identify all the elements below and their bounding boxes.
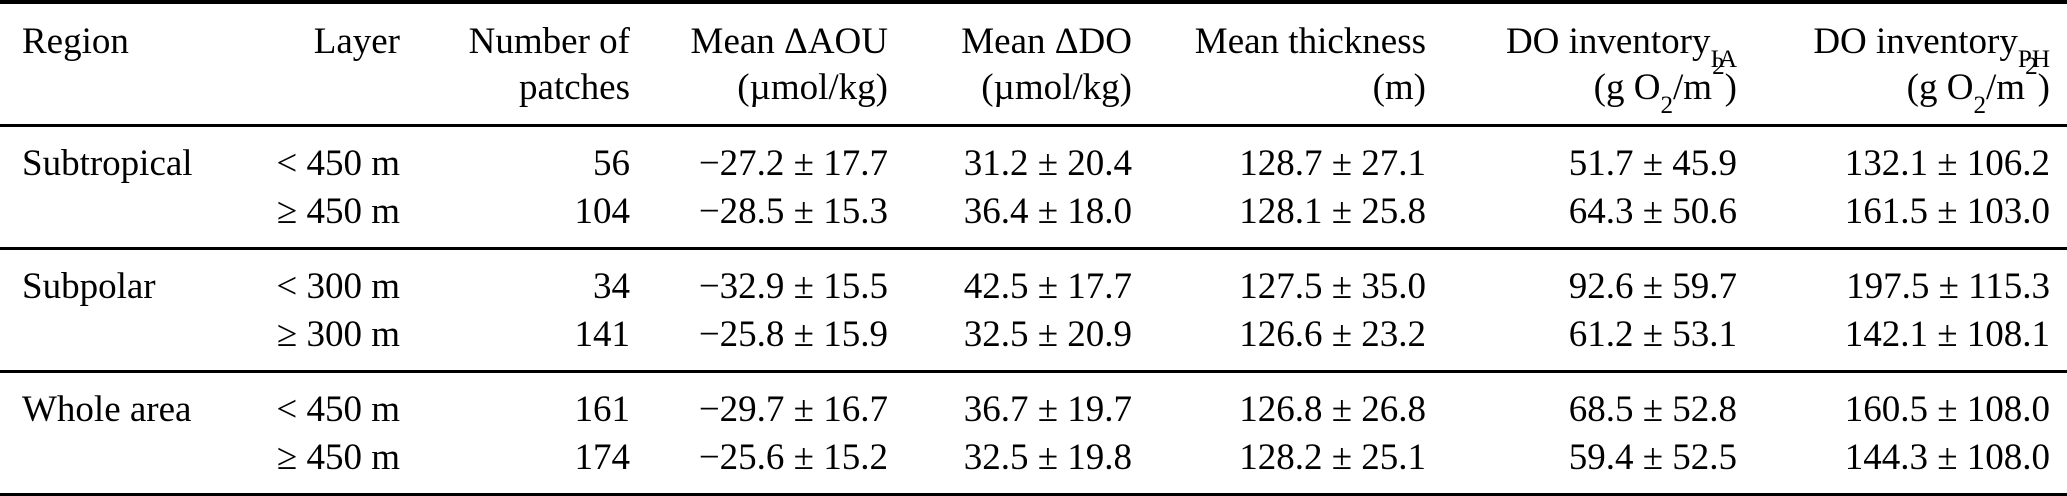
col-header-label: DO inventoryIA — [1505, 21, 1737, 73]
col-header-sublabel: patches — [519, 67, 630, 108]
cell-mean-aou: −25.6 ± 15.2 — [698, 437, 888, 478]
col-header-unit: (µmol/kg) — [737, 67, 888, 108]
cell-mean-aou: −29.7 ± 16.7 — [698, 389, 888, 430]
table-row: ≥ 450 m 104 −28.5 ± 15.3 36.4 ± 18.0 128… — [0, 188, 2067, 249]
cell-inventory-ia: 61.2 ± 53.1 — [1568, 314, 1737, 355]
cell-layer: ≥ 450 m — [276, 191, 400, 232]
cell-layer: ≥ 450 m — [276, 437, 400, 478]
subscript-ph: PH — [2017, 45, 2050, 73]
cell-patches: 56 — [593, 143, 630, 184]
cell-region: Whole area — [22, 389, 192, 430]
col-header-label: Mean thickness — [1194, 21, 1426, 62]
col-header-number-of-patches: Number of patches — [400, 2, 630, 126]
group-subtropical: Subtropical < 450 m 56 −27.2 ± 17.7 31.2… — [0, 126, 2067, 249]
cell-thickness: 126.6 ± 23.2 — [1239, 314, 1426, 355]
cell-region — [0, 434, 250, 495]
table-row: ≥ 450 m 174 −25.6 ± 15.2 32.5 ± 19.8 128… — [0, 434, 2067, 495]
cell-region: Subpolar — [22, 266, 156, 307]
cell-mean-aou: −27.2 ± 17.7 — [698, 143, 888, 184]
col-header-label: Number of — [468, 21, 630, 62]
table-row: Whole area < 450 m 161 −29.7 ± 16.7 36.7… — [0, 372, 2067, 435]
table-row: Subpolar < 300 m 34 −32.9 ± 15.5 42.5 ± … — [0, 249, 2067, 312]
cell-patches: 34 — [593, 266, 630, 307]
cell-mean-do: 31.2 ± 20.4 — [963, 143, 1132, 184]
cell-mean-do: 32.5 ± 20.9 — [963, 314, 1132, 355]
cell-inventory-ia: 92.6 ± 59.7 — [1568, 266, 1737, 307]
cell-mean-do: 36.7 ± 19.7 — [963, 389, 1132, 430]
cell-layer: < 450 m — [276, 389, 400, 430]
cell-thickness: 126.8 ± 26.8 — [1239, 389, 1426, 430]
col-header-do-inventory-ia: DO inventoryIA (g O2/m2) — [1426, 2, 1737, 126]
col-header-layer: Layer — [250, 2, 400, 126]
cell-patches: 104 — [574, 191, 631, 232]
col-header-do-inventory-ph: DO inventoryPH (g O2/m2) — [1737, 2, 2067, 126]
col-header-label: Mean ΔDO — [961, 21, 1132, 62]
subscript-ia: IA — [1710, 45, 1737, 73]
cell-inventory-ph: 144.3 ± 108.0 — [1844, 437, 2050, 478]
table-header: Region Layer Number of patches Mean ΔAOU… — [0, 2, 2067, 126]
cell-patches: 141 — [574, 314, 631, 355]
cell-mean-aou: −28.5 ± 15.3 — [698, 191, 888, 232]
cell-inventory-ph: 197.5 ± 115.3 — [1846, 266, 2050, 307]
cell-thickness: 128.2 ± 25.1 — [1239, 437, 1426, 478]
cell-inventory-ia: 64.3 ± 50.6 — [1568, 191, 1737, 232]
col-header-unit: (g O2/m2) — [1906, 53, 2050, 119]
group-subpolar: Subpolar < 300 m 34 −32.9 ± 15.5 42.5 ± … — [0, 249, 2067, 372]
cell-inventory-ia: 59.4 ± 52.5 — [1568, 437, 1737, 478]
cell-patches: 161 — [574, 389, 631, 430]
cell-thickness: 128.7 ± 27.1 — [1239, 143, 1426, 184]
cell-thickness: 127.5 ± 35.0 — [1239, 266, 1426, 307]
cell-mean-aou: −25.8 ± 15.9 — [698, 314, 888, 355]
cell-thickness: 128.1 ± 25.8 — [1239, 191, 1426, 232]
cell-patches: 174 — [574, 437, 631, 478]
cell-mean-do: 32.5 ± 19.8 — [963, 437, 1132, 478]
cell-region — [0, 188, 250, 249]
col-header-label: Layer — [313, 21, 400, 62]
cell-layer: < 300 m — [276, 266, 400, 307]
cell-inventory-ph: 142.1 ± 108.1 — [1844, 314, 2050, 355]
cell-region: Subtropical — [22, 143, 193, 184]
col-header-mean-delta-aou: Mean ΔAOU (µmol/kg) — [630, 2, 888, 126]
col-header-region: Region — [0, 2, 250, 126]
cell-inventory-ia: 51.7 ± 45.9 — [1568, 143, 1737, 184]
col-header-label: Region — [22, 21, 129, 62]
col-header-mean-thickness: Mean thickness (m) — [1132, 2, 1426, 126]
cell-layer: < 450 m — [276, 143, 400, 184]
cell-inventory-ph: 161.5 ± 103.0 — [1844, 191, 2050, 232]
cell-mean-do: 36.4 ± 18.0 — [963, 191, 1132, 232]
cell-mean-aou: −32.9 ± 15.5 — [698, 266, 888, 307]
table-row: ≥ 300 m 141 −25.8 ± 15.9 32.5 ± 20.9 126… — [0, 311, 2067, 372]
col-header-unit: (g O2/m2) — [1593, 53, 1737, 119]
cell-layer: ≥ 300 m — [276, 314, 400, 355]
col-header-mean-delta-do: Mean ΔDO (µmol/kg) — [888, 2, 1132, 126]
cell-mean-do: 42.5 ± 17.7 — [963, 266, 1132, 307]
table-row: Subtropical < 450 m 56 −27.2 ± 17.7 31.2… — [0, 126, 2067, 189]
cell-region — [0, 311, 250, 372]
col-header-label: Mean ΔAOU — [690, 21, 888, 62]
cell-inventory-ph: 160.5 ± 108.0 — [1844, 389, 2050, 430]
cell-inventory-ph: 132.1 ± 106.2 — [1844, 143, 2050, 184]
group-whole-area: Whole area < 450 m 161 −29.7 ± 16.7 36.7… — [0, 372, 2067, 495]
col-header-unit: (m) — [1372, 67, 1426, 108]
header-row: Region Layer Number of patches Mean ΔAOU… — [0, 2, 2067, 126]
cell-inventory-ia: 68.5 ± 52.8 — [1568, 389, 1737, 430]
col-header-label: DO inventoryPH — [1813, 21, 2050, 73]
col-header-unit: (µmol/kg) — [981, 67, 1132, 108]
